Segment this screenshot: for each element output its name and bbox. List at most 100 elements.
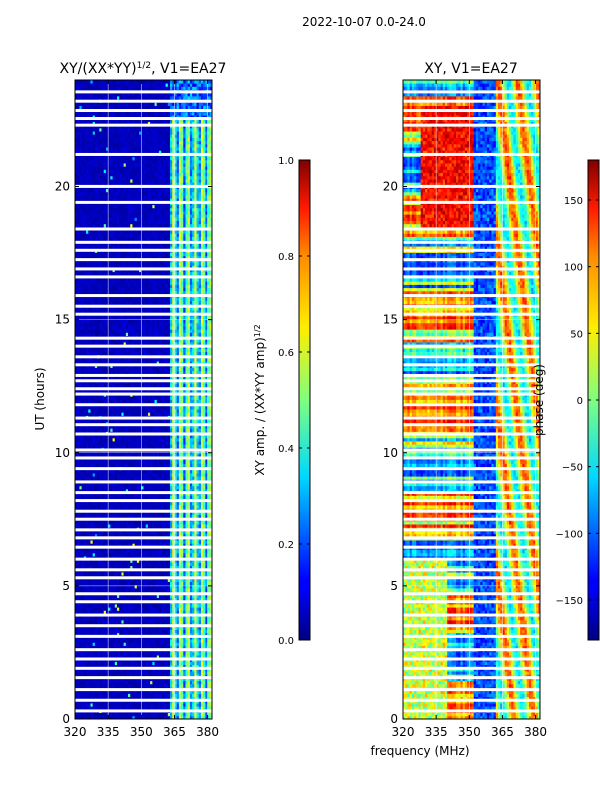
heatmap-cell: [134, 482, 138, 487]
heatmap-cell: [108, 642, 111, 646]
heatmap-cell: [130, 472, 133, 477]
heatmap-cell: [172, 671, 175, 675]
heatmap-cell: [145, 588, 149, 592]
heatmap-cell: [150, 664, 153, 669]
heatmap-cell: [183, 578, 186, 583]
heatmap-cell: [136, 607, 140, 611]
heatmap-cell: [163, 469, 166, 474]
heatmap-cell: [90, 584, 94, 589]
heatmap-cell: [196, 524, 200, 528]
heatmap-cell: [181, 472, 184, 477]
heatmap-cell: [196, 655, 200, 659]
heatmap-cell: [88, 562, 91, 567]
heatmap-cell: [83, 540, 87, 544]
heatmap-cell: [130, 559, 133, 563]
heatmap-cell: [119, 463, 122, 467]
heatmap-cell: [128, 578, 131, 583]
heatmap-cell: [116, 460, 120, 464]
heatmap-cell: [198, 715, 202, 719]
heatmap-cell: [150, 530, 153, 535]
heatmap-cell: [198, 565, 202, 570]
heatmap-cell: [187, 488, 191, 493]
heatmap-cell: [94, 501, 98, 506]
heatmap-cell: [92, 715, 96, 719]
heatmap-cell: [154, 533, 158, 538]
heatmap-cell: [125, 639, 129, 643]
heatmap-cell: [158, 511, 162, 515]
heatmap-cell: [79, 683, 83, 688]
heatmap-cell: [75, 588, 78, 592]
heatmap-cell: [88, 495, 91, 499]
heatmap-cell: [198, 677, 202, 682]
heatmap-cell: [185, 562, 189, 567]
heatmap-cell: [185, 520, 189, 525]
heatmap-cell: [128, 594, 131, 598]
heatmap-cell: [99, 597, 102, 602]
heatmap-cell: [139, 626, 142, 630]
heatmap-cell: [101, 584, 105, 589]
heatmap-cell: [207, 690, 211, 694]
heatmap-cell: [158, 543, 162, 547]
heatmap-cell: [158, 514, 162, 519]
heatmap-cell: [83, 712, 87, 717]
heatmap-cell: [114, 463, 118, 467]
heatmap-cell: [165, 504, 169, 509]
heatmap-cell: [116, 594, 120, 598]
heatmap-cell: [97, 463, 100, 467]
heatmap-cell: [103, 629, 107, 634]
heatmap-cell: [147, 482, 151, 487]
heatmap-cell: [143, 690, 147, 694]
heatmap-cell: [205, 562, 208, 567]
heatmap-cell: [125, 533, 129, 538]
heatmap-cell: [136, 677, 140, 682]
heatmap-cell: [163, 677, 166, 682]
heatmap-cell: [90, 629, 94, 634]
heatmap-cell: [172, 712, 175, 717]
heatmap-cell: [158, 632, 162, 637]
heatmap-cell: [161, 693, 164, 698]
heatmap-cell: [161, 533, 164, 538]
heatmap-cell: [183, 584, 186, 589]
heatmap-cell: [163, 488, 166, 493]
heatmap-cell: [92, 603, 96, 608]
heatmap-cell: [209, 715, 212, 719]
heatmap-cell: [134, 540, 138, 544]
heatmap-cell: [183, 639, 186, 643]
heatmap-cell: [123, 514, 127, 519]
heatmap-cell: [198, 488, 202, 493]
heatmap-cell: [134, 495, 138, 499]
heatmap-cell: [143, 559, 147, 563]
heatmap-cell: [143, 610, 147, 614]
heatmap-cell: [110, 511, 113, 515]
heatmap-cell: [123, 677, 127, 682]
heatmap-cell: [181, 651, 184, 656]
heatmap-cell: [185, 549, 189, 554]
heatmap-cell: [130, 533, 133, 538]
heatmap-cell: [187, 552, 191, 557]
heatmap-cell: [90, 552, 94, 557]
heatmap-cell: [158, 664, 162, 669]
heatmap-cell: [167, 552, 171, 557]
heatmap-cell: [194, 626, 197, 630]
heatmap-cell: [198, 645, 202, 650]
heatmap-cell: [81, 581, 85, 586]
heatmap-cell: [79, 514, 83, 519]
heatmap-cell: [172, 514, 175, 519]
heatmap-cell: [192, 572, 195, 576]
heatmap-cell: [97, 629, 100, 634]
heatmap-cell: [181, 530, 184, 535]
heatmap-cell: [158, 485, 162, 490]
heatmap-cell: [200, 629, 204, 634]
heatmap-cell: [198, 581, 202, 586]
heatmap-cell: [141, 703, 144, 707]
heatmap-cell: [110, 677, 113, 682]
heatmap-cell: [103, 610, 107, 614]
heatmap-cell: [156, 597, 160, 602]
heatmap-cell: [181, 715, 184, 719]
heatmap-cell: [172, 594, 175, 598]
heatmap-cell: [75, 511, 78, 515]
heatmap-cell: [156, 543, 160, 547]
heatmap-cell: [198, 520, 202, 525]
heatmap-cell: [90, 603, 94, 608]
heatmap-cell: [101, 533, 105, 538]
